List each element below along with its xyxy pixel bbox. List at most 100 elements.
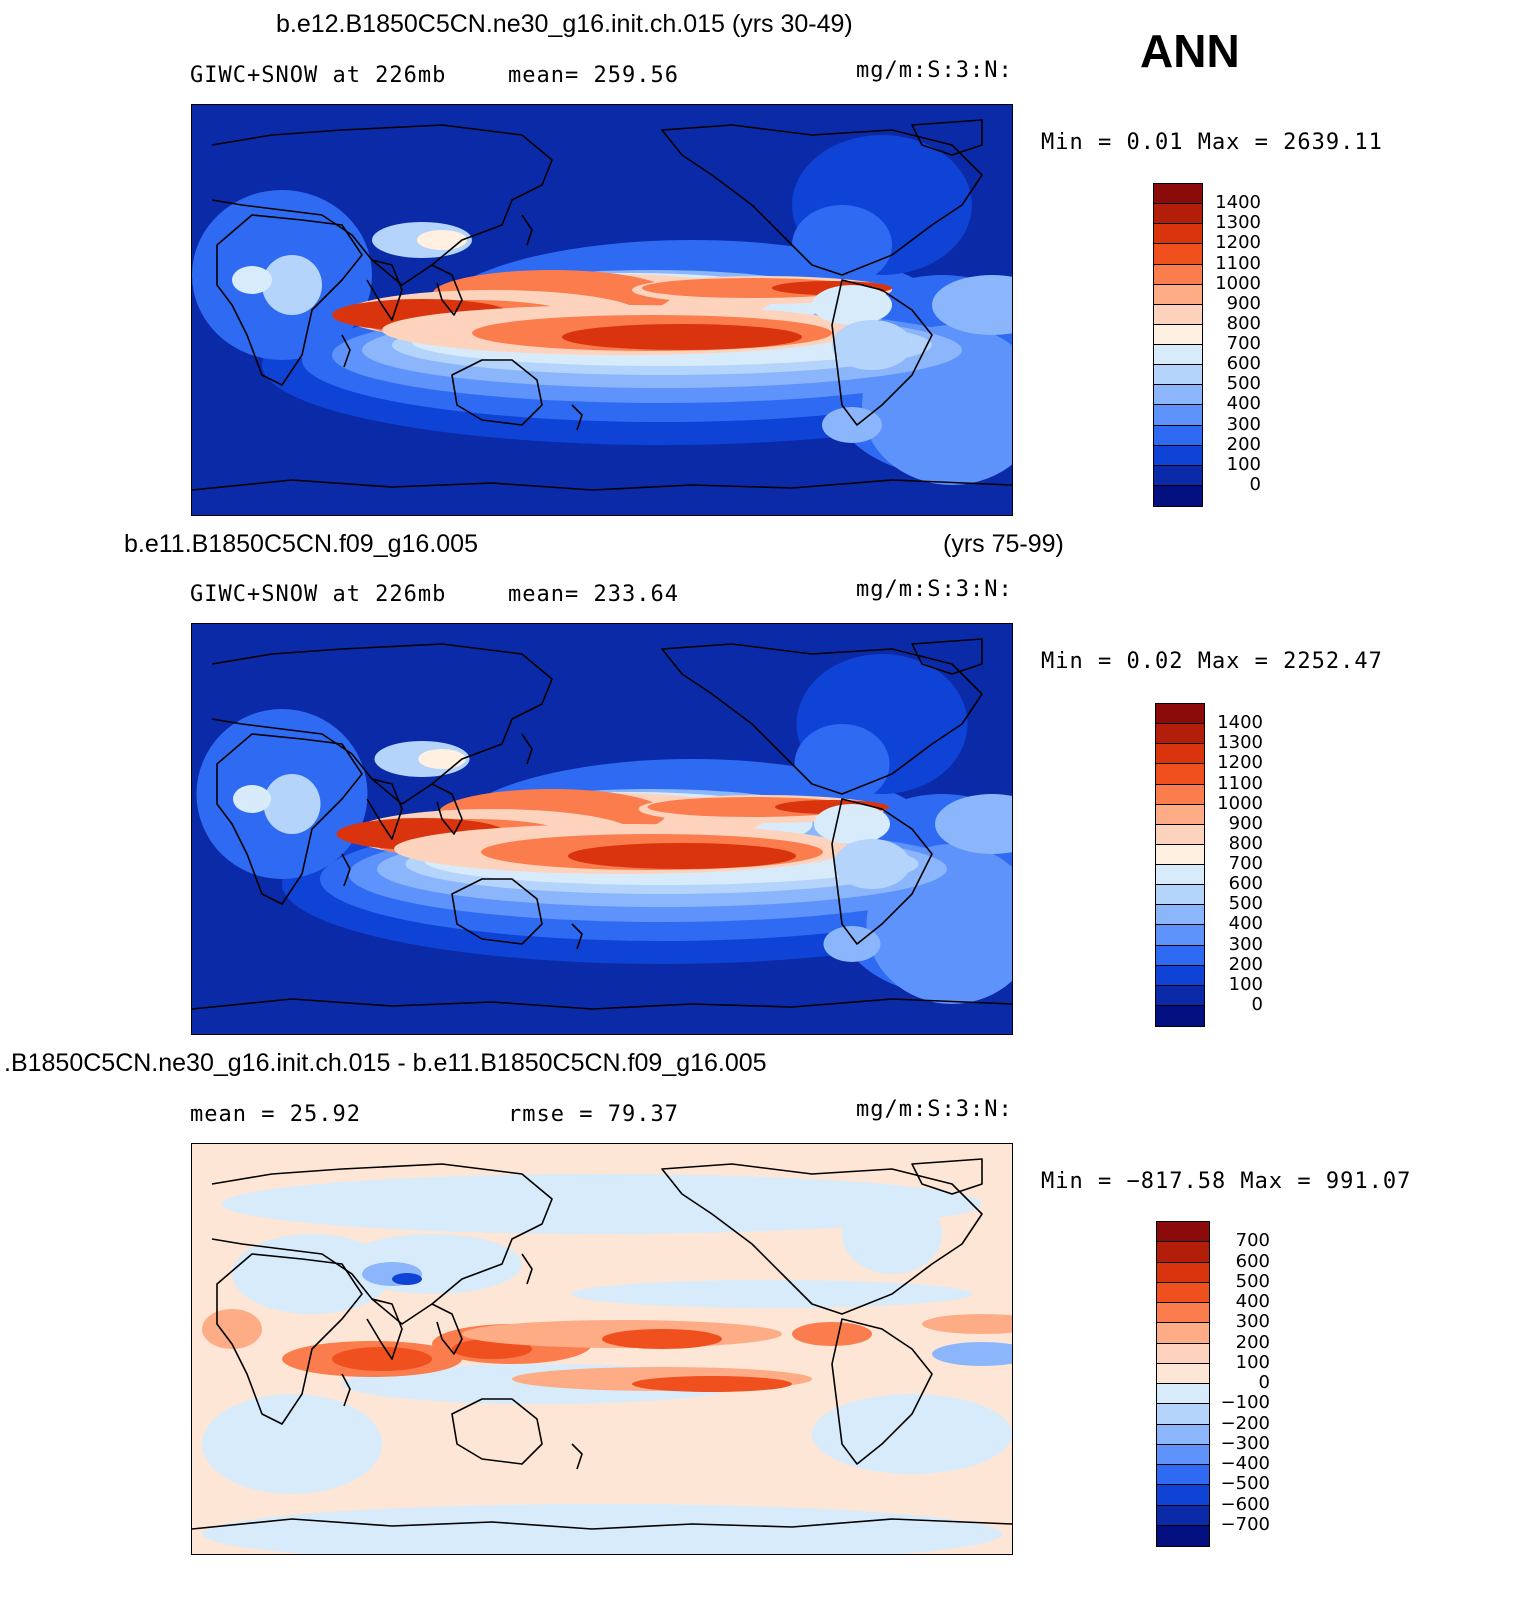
panel-2-minmax: Min = 0.02 Max = 2252.47	[1041, 649, 1383, 674]
panel-1-colorbar	[1153, 183, 1203, 507]
colorbar-swatch	[1157, 1444, 1209, 1465]
colorbar-tick-label: 300	[1228, 933, 1263, 955]
colorbar-tick-label: 1200	[1217, 752, 1263, 774]
colorbar-swatch	[1154, 345, 1202, 366]
colorbar-tick-label: 500	[1226, 373, 1261, 395]
colorbar-tick-label: −700	[1220, 1513, 1270, 1535]
colorbar-tick-label: 500	[1228, 893, 1263, 915]
colorbar-tick-label: 1100	[1215, 252, 1261, 274]
colorbar-swatch	[1156, 965, 1204, 986]
colorbar-tick-label: 1100	[1217, 772, 1263, 794]
colorbar-swatch	[1154, 324, 1202, 345]
colorbar-tick-label: 400	[1226, 393, 1261, 415]
colorbar-swatch	[1154, 264, 1202, 285]
colorbar-swatch	[1154, 445, 1202, 466]
colorbar-tick-label: 700	[1226, 333, 1261, 354]
colorbar-tick-label: 300	[1235, 1311, 1270, 1333]
colorbar-swatch	[1154, 365, 1202, 386]
colorbar-swatch	[1157, 1505, 1209, 1526]
colorbar-tick-label: 800	[1226, 312, 1261, 334]
colorbar-swatch	[1157, 1262, 1209, 1283]
coastlines	[192, 1158, 1012, 1530]
panel-1-units: mg/m:S:3:N:	[856, 58, 1013, 83]
colorbar-tick-label: 1200	[1215, 232, 1261, 254]
panel-2-colorbar-labels: 1400 1300 1200 1100 1000 900 800 700 600 500 400 30…	[1207, 703, 1263, 1025]
colorbar-swatch	[1157, 1363, 1209, 1384]
colorbar-swatch	[1154, 284, 1202, 305]
colorbar-tick-label: 100	[1235, 1351, 1270, 1373]
colorbar-swatch	[1156, 985, 1204, 1006]
colorbar-swatch	[1154, 204, 1202, 225]
colorbar-swatch	[1156, 945, 1204, 966]
colorbar-tick-label: 600	[1228, 873, 1263, 895]
colorbar-swatch	[1157, 1303, 1209, 1324]
colorbar-tick-label: 100	[1226, 453, 1261, 475]
colorbar-swatch	[1154, 224, 1202, 245]
colorbar-tick-label: 1300	[1217, 732, 1263, 754]
colorbar-swatch	[1157, 1384, 1209, 1405]
colorbar-swatch	[1154, 184, 1202, 205]
colorbar-swatch	[1154, 304, 1202, 325]
colorbar-swatch	[1157, 1323, 1209, 1344]
colorbar-swatch	[1156, 724, 1204, 745]
colorbar-tick-label: −200	[1220, 1412, 1270, 1434]
colorbar-tick-label: −400	[1220, 1453, 1270, 1474]
colorbar-swatch	[1157, 1343, 1209, 1364]
colorbar-swatch	[1154, 425, 1202, 446]
colorbar-tick-label: −100	[1220, 1392, 1270, 1414]
panel-3-minmax: Min = −817.58 Max = 991.07	[1041, 1169, 1412, 1194]
panel-3-mean: mean = 25.92	[190, 1102, 361, 1127]
colorbar-swatch	[1156, 844, 1204, 865]
colorbar-tick-label: 600	[1235, 1250, 1270, 1272]
season-label: ANN	[1140, 25, 1240, 77]
panel-3-rmse: rmse = 79.37	[508, 1102, 679, 1127]
colorbar-swatch	[1156, 824, 1204, 845]
colorbar-swatch	[1157, 1424, 1209, 1445]
field-blobs	[196, 654, 1012, 1004]
colorbar-tick-label: −300	[1220, 1432, 1270, 1454]
panel-2-field-label: GIWC+SNOW at 226mb	[190, 582, 447, 607]
colorbar-tick-label: 900	[1228, 812, 1263, 834]
colorbar-tick-label: 700	[1235, 1230, 1270, 1252]
colorbar-tick-label: 600	[1226, 353, 1261, 375]
panel-2-mean: mean= 233.64	[508, 582, 679, 607]
colorbar-swatch	[1154, 405, 1202, 426]
colorbar-swatch	[1157, 1525, 1209, 1546]
colorbar-swatch	[1156, 704, 1204, 725]
colorbar-swatch	[1156, 905, 1204, 926]
colorbar-tick-label: 1400	[1215, 192, 1261, 214]
colorbar-swatch	[1157, 1485, 1209, 1506]
colorbar-swatch	[1154, 465, 1202, 486]
colorbar-tick-label: 400	[1228, 913, 1263, 935]
colorbar-tick-label: 1300	[1215, 212, 1261, 234]
panel-1-field-label: GIWC+SNOW at 226mb	[190, 63, 447, 88]
colorbar-swatch	[1156, 804, 1204, 825]
coastlines	[192, 638, 1012, 1010]
colorbar-tick-label: 0	[1258, 1372, 1270, 1393]
colorbar-swatch	[1156, 744, 1204, 765]
colorbar-tick-label: 300	[1226, 413, 1261, 435]
colorbar-tick-label: 100	[1228, 973, 1263, 995]
panel-3-colorbar	[1156, 1221, 1210, 1547]
panel-1-mean: mean= 259.56	[508, 63, 679, 88]
colorbar-swatch	[1157, 1242, 1209, 1263]
field-blobs	[192, 135, 1012, 485]
colorbar-tick-label: 900	[1226, 292, 1261, 314]
colorbar-swatch	[1156, 764, 1204, 785]
colorbar-tick-label: 700	[1228, 853, 1263, 874]
panel-1-minmax: Min = 0.01 Max = 2639.11	[1041, 130, 1383, 155]
colorbar-tick-label: 200	[1226, 433, 1261, 455]
colorbar-tick-label: 0	[1249, 473, 1261, 495]
colorbar-tick-label: −500	[1220, 1473, 1270, 1495]
panel-3-colorbar-labels: 700 600 500 400 300 200 100 0 −100 −200 −300 −400 −5…	[1212, 1221, 1270, 1545]
colorbar-swatch	[1154, 385, 1202, 406]
colorbar-swatch	[1156, 885, 1204, 906]
colorbar-swatch	[1154, 244, 1202, 265]
colorbar-tick-label: −600	[1220, 1493, 1270, 1515]
colorbar-tick-label: 500	[1235, 1270, 1270, 1292]
panel-1-title: b.e12.B1850C5CN.ne30_g16.init.ch.015 (yr…	[276, 10, 853, 38]
colorbar-tick-label: 800	[1228, 832, 1263, 854]
panel-2-map	[191, 623, 1013, 1035]
colorbar-swatch	[1156, 925, 1204, 946]
panel-1-map	[191, 104, 1013, 516]
